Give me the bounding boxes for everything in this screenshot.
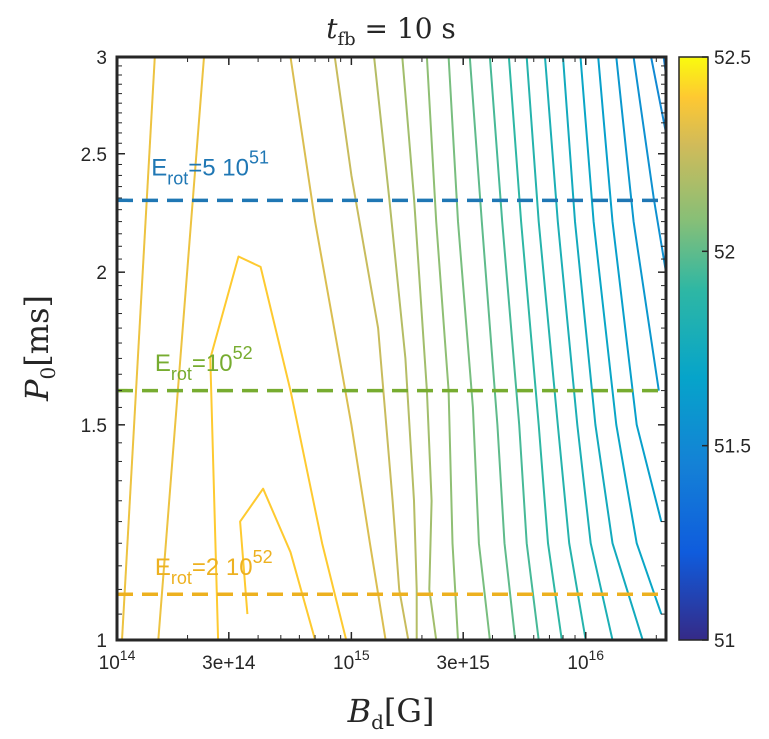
x-tick-label-0: 1014 bbox=[99, 647, 136, 674]
colorbar-ticks: 51 51.5 52 52.5 bbox=[702, 48, 751, 652]
x-tick-label-3: 3e+15 bbox=[437, 653, 490, 674]
contour-line-16 bbox=[579, 57, 663, 615]
contour-line-20 bbox=[650, 57, 666, 134]
x-axis-label: Bd[G] bbox=[347, 692, 435, 734]
y-axis-label: P0[ms] bbox=[18, 295, 60, 402]
x-tick-label-4: 1016 bbox=[567, 647, 604, 674]
colorbar-tick-label-0: 51 bbox=[714, 631, 735, 652]
plot-background bbox=[117, 57, 666, 640]
y-tick-label-4: 3 bbox=[96, 48, 107, 69]
contour-line-3 bbox=[157, 57, 205, 640]
contour-line-12 bbox=[507, 57, 563, 640]
colorbar-tick-label-2: 52 bbox=[714, 242, 735, 263]
contour-line-1 bbox=[209, 255, 348, 640]
contour-lines bbox=[121, 57, 666, 640]
y-tick-label-1: 1.5 bbox=[81, 416, 107, 437]
contour-line-17 bbox=[597, 57, 663, 522]
y-tick-label-3: 2.5 bbox=[81, 145, 107, 166]
contour-line-15 bbox=[562, 57, 644, 640]
contour-line-13 bbox=[525, 57, 587, 640]
contour-line-4 bbox=[289, 57, 387, 640]
contour-line-9 bbox=[447, 57, 491, 640]
x-tick-label-2: 1015 bbox=[333, 647, 370, 674]
colorbar-tick-label-3: 52.5 bbox=[714, 48, 751, 69]
contour-line-5 bbox=[333, 57, 410, 640]
y-tick-label-2: 2 bbox=[96, 263, 107, 284]
x-axis-ticks: 1014 3e+14 1015 3e+15 1016 bbox=[99, 57, 604, 674]
contour-line-6 bbox=[373, 57, 418, 640]
colorbar bbox=[678, 56, 709, 641]
contour-line-0 bbox=[239, 487, 317, 640]
erot-1e52-label: Erot=1052 bbox=[155, 343, 253, 384]
erot-5e51-label: Erot=5 1051 bbox=[151, 147, 269, 188]
y-axis-ticks: 1 1.5 2 2.5 3 bbox=[81, 48, 666, 652]
erot-2e52-label: Erot=2 1052 bbox=[155, 547, 273, 588]
chart-title: tfb = 10 s bbox=[326, 12, 456, 50]
energy-reference-lines bbox=[117, 198, 666, 597]
contour-line-18 bbox=[615, 57, 660, 391]
contour-line-14 bbox=[544, 57, 614, 640]
contour-line-11 bbox=[488, 57, 540, 640]
plot-frame bbox=[115, 55, 668, 642]
x-tick-label-1: 3e+14 bbox=[202, 653, 256, 674]
colorbar-tick-label-1: 51.5 bbox=[714, 437, 751, 458]
contour-line-2 bbox=[121, 57, 156, 640]
contour-line-7 bbox=[401, 57, 438, 640]
y-tick-label-0: 1 bbox=[96, 631, 107, 652]
contour-line-10 bbox=[468, 57, 517, 640]
contour-line-19 bbox=[632, 57, 666, 273]
